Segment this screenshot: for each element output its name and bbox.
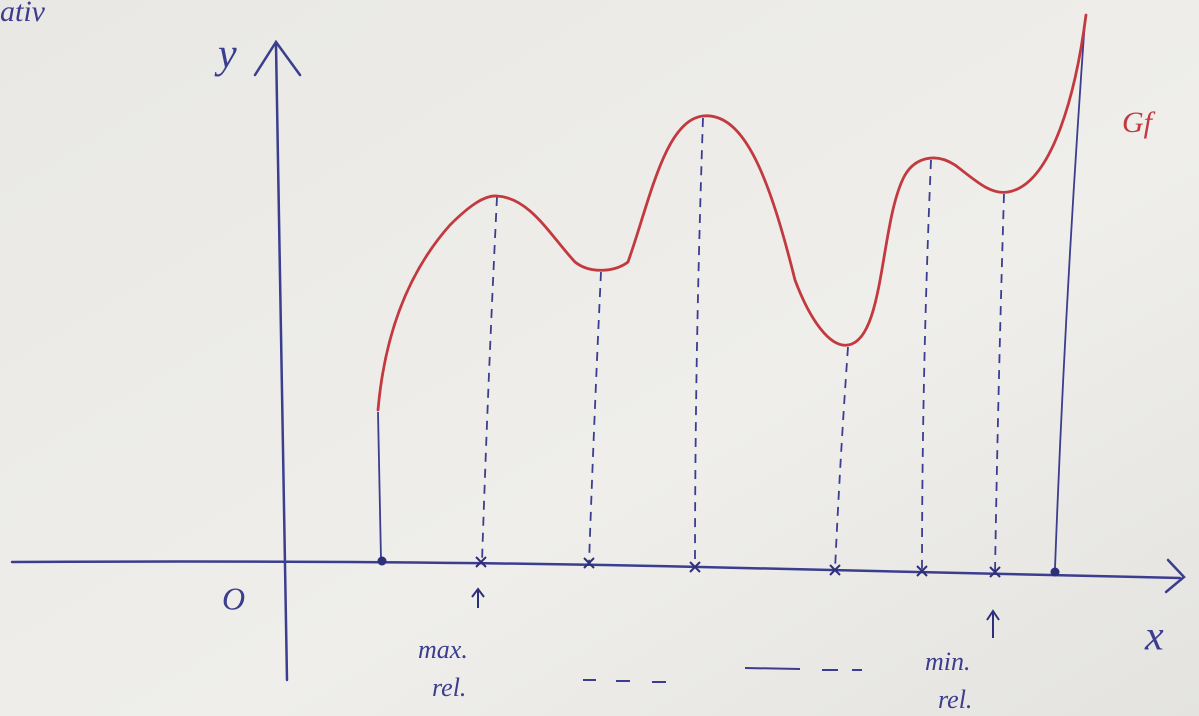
endpoint xyxy=(1051,568,1060,577)
graph-label: Gf xyxy=(1122,106,1156,139)
x-axis-label: x xyxy=(1144,614,1164,660)
corner-text: ativ xyxy=(0,0,46,28)
origin-label: O xyxy=(222,580,245,616)
y-axis-label: y xyxy=(214,32,237,78)
sketch: ativ y O x Gf max. rel. min. rel. xyxy=(0,0,1199,716)
max-label: max. xyxy=(418,635,468,664)
endpoint xyxy=(378,557,387,566)
max-label: rel. xyxy=(432,673,466,702)
min-label: min. xyxy=(925,647,971,676)
page: {"labels": {"corner": "ativ", "y_axis": … xyxy=(0,0,1199,716)
paper xyxy=(0,0,1199,716)
min-label: rel. xyxy=(938,685,972,714)
